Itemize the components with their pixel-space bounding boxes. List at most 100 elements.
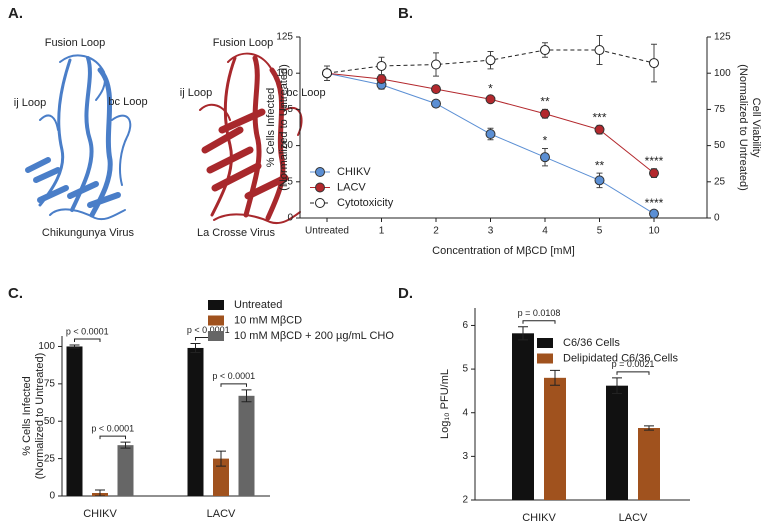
y-tick-label: 2 — [462, 495, 468, 506]
p-value: p = 0.0108 — [518, 308, 561, 318]
error-bar — [644, 425, 654, 431]
bar — [512, 333, 534, 500]
legend-label: Cytotoxicity — [337, 197, 394, 209]
panel-label: B. — [398, 5, 413, 22]
legend-label: Delipidated C6/36 Cells — [563, 352, 678, 364]
x-tick-label: Untreated — [305, 226, 349, 237]
significance: * — [543, 134, 548, 148]
legend-label: LACV — [337, 181, 366, 193]
significance: **** — [645, 196, 664, 210]
y-tick-label: 50 — [282, 140, 294, 151]
y-tick-label: 0 — [287, 213, 293, 224]
error-bar — [120, 441, 131, 449]
comparison-bracket — [99, 435, 126, 440]
data-point — [431, 59, 441, 70]
y-axis-label: (Normalized to Untreated) — [34, 353, 46, 480]
y-tick-label: 25 — [44, 453, 56, 464]
x-tick-label: 5 — [597, 226, 603, 237]
data-point — [540, 45, 550, 56]
y-axis-label: % Cells Infected — [21, 376, 33, 455]
bar — [66, 346, 83, 496]
y-tick-label: 75 — [282, 104, 294, 115]
x-tick-label: CHIKV — [83, 508, 117, 520]
data-point — [540, 152, 550, 163]
error-bar — [95, 489, 105, 497]
error-bar — [550, 369, 560, 386]
data-point — [594, 45, 605, 56]
x-tick-label: 2 — [433, 226, 439, 237]
comparison-bracket — [616, 371, 650, 375]
y-tick-label: 100 — [276, 68, 293, 79]
y-tick-label: 75 — [44, 378, 56, 389]
legend-label: Untreated — [234, 299, 282, 311]
bar — [213, 458, 229, 496]
data-point — [431, 84, 441, 95]
comparison-bracket — [522, 320, 556, 324]
panel-label: D. — [398, 285, 413, 302]
loop-label: Fusion Loop — [45, 37, 106, 49]
y-tick-label: 4 — [462, 407, 468, 418]
chart-panel: C. 0 25 50 75 100 % Cells Infected (Normalized … — [8, 285, 394, 520]
data-point — [485, 94, 496, 105]
bar — [238, 395, 255, 496]
legend-marker — [315, 167, 325, 177]
y2-axis-label: (Normalized to Untreated) — [737, 64, 749, 191]
x-tick-label: 1 — [379, 226, 385, 237]
comparison-bracket — [74, 338, 101, 342]
error-bar — [69, 344, 80, 349]
loop-label: bc Loop — [108, 96, 147, 108]
data-point — [649, 58, 659, 69]
bar — [638, 428, 660, 500]
comparison-bracket — [220, 383, 247, 387]
legend-marker — [315, 182, 325, 193]
data-point — [376, 73, 387, 84]
error-bar — [216, 450, 226, 467]
bar — [606, 385, 628, 500]
bar — [187, 347, 204, 496]
data-point — [649, 208, 659, 219]
y-tick-label: 125 — [276, 32, 293, 43]
x-tick-label: 10 — [648, 226, 660, 237]
panel-label: C. — [8, 285, 23, 302]
significance: ** — [540, 95, 550, 109]
loop-label: ij Loop — [14, 97, 46, 109]
x-tick-label: 3 — [488, 226, 494, 237]
y-tick-label: 6 — [462, 320, 468, 331]
p-value: p < 0.0001 — [187, 325, 230, 335]
loop-label: bc Loop — [286, 87, 325, 99]
p-value: p < 0.0001 — [212, 371, 255, 381]
y-axis-label: % Cells Infected — [265, 88, 277, 167]
legend-marker — [315, 198, 325, 208]
legend-swatch — [208, 315, 224, 326]
y-axis-label: Log₁₀ PFU/mL — [439, 369, 451, 439]
legend-label: CHIKV — [337, 166, 371, 178]
x-tick-label: LACV — [207, 508, 236, 520]
legend-swatch — [537, 353, 553, 364]
y2-tick-label: 100 — [714, 68, 731, 79]
data-point — [540, 108, 550, 119]
legend-swatch — [208, 300, 224, 310]
p-value: p = 0.0021 — [612, 359, 655, 369]
x-axis-label: Concentration of MβCD [mM] — [432, 245, 575, 257]
y2-tick-label: 0 — [714, 213, 720, 224]
structure-name: La Crosse Virus — [197, 227, 276, 239]
chart-panel: D. 2 3 4 5 6 Log₁₀ PFU/mL CHIKV LACV p = 0.0108 p … — [398, 285, 690, 522]
data-point — [594, 175, 605, 186]
significance: * — [488, 82, 493, 96]
legend-label: 10 mM MβCD + 200 µg/mL CHO — [234, 330, 394, 342]
x-tick-label: 4 — [542, 226, 548, 237]
error-bar — [612, 377, 622, 395]
y2-tick-label: 75 — [714, 104, 726, 115]
y2-tick-label: 25 — [714, 176, 726, 187]
data-point — [322, 68, 332, 79]
data-point — [649, 168, 659, 179]
legend-label: C6/36 Cells — [563, 337, 620, 349]
data-point — [376, 60, 387, 71]
structure-name: Chikungunya Virus — [42, 227, 135, 239]
error-bar — [241, 389, 252, 403]
p-value: p < 0.0001 — [66, 326, 109, 336]
significance: **** — [645, 154, 664, 168]
significance: *** — [592, 110, 606, 124]
